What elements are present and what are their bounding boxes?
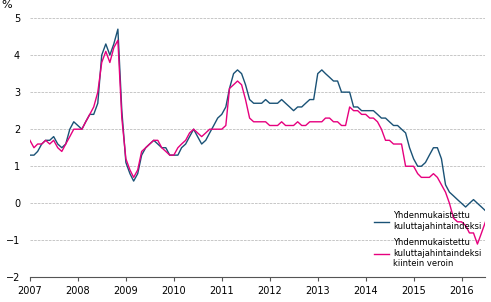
Line: Yhdenmukaistettu
kuluttajahintaindeksi: Yhdenmukaistettu kuluttajahintaindeksi: [30, 29, 491, 211]
Legend: Yhdenmukaistettu
kuluttajahintaindeksi, Yhdenmukaistettu
kuluttajahintaindeksi
k: Yhdenmukaistettu kuluttajahintaindeksi, …: [374, 211, 481, 268]
Line: Yhdenmukaistettu
kuluttajahintaindeksi
kiintein veroin: Yhdenmukaistettu kuluttajahintaindeksi k…: [30, 40, 491, 244]
Y-axis label: %: %: [2, 0, 12, 10]
